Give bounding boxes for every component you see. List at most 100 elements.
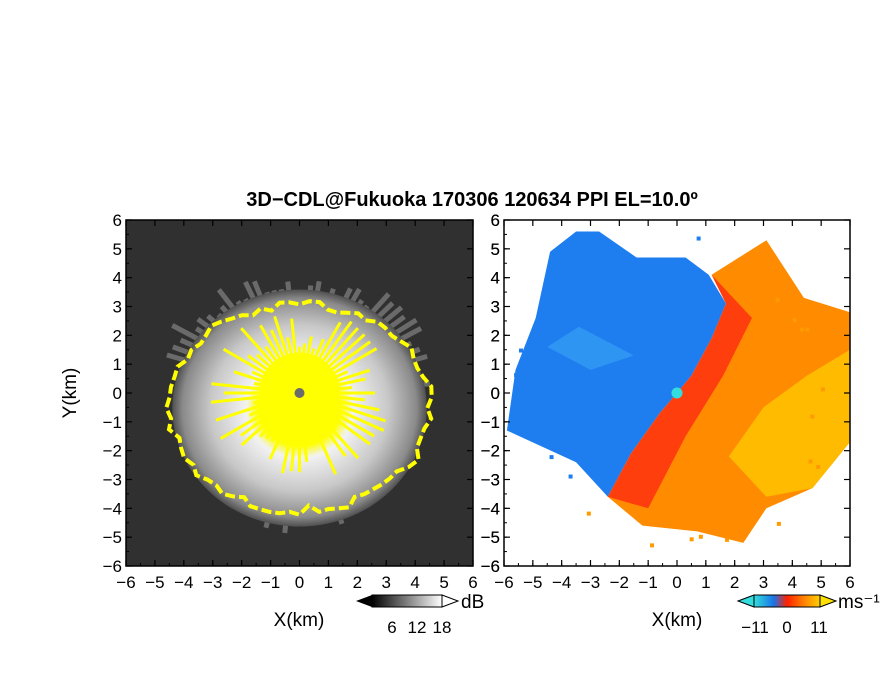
velocity-speckle (776, 521, 781, 526)
y-tick-label: 0 (491, 384, 500, 403)
y-tick-label: 0 (113, 384, 122, 403)
right-colorbar-tick: 11 (810, 618, 828, 637)
y-tick-label: −1 (103, 413, 122, 432)
velocity-speckle (541, 321, 546, 326)
y-tick-label: −1 (481, 413, 500, 432)
y-tick-label: 1 (491, 355, 500, 374)
y-tick-label: 3 (491, 298, 500, 317)
y-tick-label: −4 (103, 499, 122, 518)
x-tick-label: −3 (581, 573, 600, 592)
y-tick-label: 0 (491, 384, 500, 403)
velocity-speckle (625, 273, 630, 278)
y-tick-label: 2 (491, 326, 500, 345)
x-tick-label: −3 (203, 573, 222, 592)
right-axis-ticks: −6 −5 −4 −3 −2 −1 0 1 2 3 4 5 6−6−6−5−5−4−4−3−3−2−2−… (481, 211, 855, 592)
left-y-axis-label: Y(km) (60, 368, 81, 419)
y-tick-label: 5 (113, 240, 122, 259)
velocity-speckle (810, 414, 815, 419)
left-colorbar-unit: dB (461, 592, 484, 613)
reflectivity-field (164, 280, 434, 534)
echo-edge (164, 299, 434, 517)
velocity-speckle (527, 388, 532, 393)
right-colorbar-unit: ms⁻¹ (838, 592, 880, 613)
velocity-speckle (518, 348, 523, 353)
y-tick-label: 3 (113, 298, 122, 317)
chart-title: 3D−CDL@Fukuoka 170306 120634 PPI EL=10.0… (246, 189, 698, 211)
left-x-axis-label: X(km) (274, 610, 325, 631)
left-colorbar-tick: 6 (387, 618, 396, 637)
x-tick-label: 2 (353, 573, 362, 592)
y-tick-label: 6 (491, 211, 500, 230)
left-colorbar-tick: 18 (433, 618, 452, 637)
velocity-speckle (698, 534, 703, 539)
velocity-speckle (549, 455, 554, 460)
y-tick-label: 1 (113, 355, 122, 374)
y-tick-label: −5 (481, 528, 500, 547)
light-approaching-region (547, 326, 634, 370)
right-colorbar-tick: −11 (741, 618, 769, 637)
velocity-speckle (816, 464, 821, 469)
velocity-speckle (568, 474, 573, 479)
x-tick-label: −5 (145, 573, 164, 592)
x-tick-label: −5 (523, 573, 542, 592)
x-tick-label: 5 (816, 573, 825, 592)
right-colorbar-tick: 0 (782, 618, 791, 637)
x-tick-label: −2 (610, 573, 629, 592)
x-tick-label: −1 (261, 573, 280, 592)
left-plot-area (126, 220, 473, 566)
x-tick-label: −1 (638, 573, 657, 592)
y-tick-label: 4 (491, 269, 500, 288)
x-tick-label: −6 (494, 573, 513, 592)
x-tick-label: 6 (845, 573, 854, 592)
approaching-velocity-region (506, 231, 726, 497)
velocity-speckle (799, 327, 804, 332)
y-tick-label: 5 (491, 240, 500, 259)
y-tick-label: 3 (491, 298, 500, 317)
y-tick-label: 6 (491, 211, 500, 230)
x-tick-label: 0 (295, 573, 304, 592)
velocity-speckle (792, 318, 797, 323)
velocity-speckle (696, 236, 701, 241)
right-colorbar-bar (753, 594, 821, 608)
velocity-speckle (805, 327, 810, 332)
x-tick-label: 6 (468, 573, 477, 592)
high-receding-region (728, 349, 850, 497)
y-tick-label: −6 (481, 557, 500, 576)
y-tick-label: −1 (481, 413, 500, 432)
x-tick-label: −4 (552, 573, 571, 592)
x-tick-label: 2 (730, 573, 739, 592)
x-tick-label: −4 (174, 573, 193, 592)
left-colorbar-bar (371, 594, 443, 608)
y-tick-label: 2 (113, 326, 122, 345)
velocity-speckle (650, 543, 655, 548)
velocity-field (506, 231, 850, 548)
y-tick-label: −4 (481, 499, 500, 518)
left-colorbar-tick: 12 (408, 618, 427, 637)
x-tick-label: 1 (324, 573, 333, 592)
velocity-speckle (725, 537, 730, 542)
velocity-speckle (514, 373, 519, 378)
y-tick-label: −6 (481, 557, 500, 576)
y-tick-label: −3 (481, 471, 500, 490)
y-tick-label: 4 (113, 269, 122, 288)
radar-site-marker (671, 387, 683, 399)
x-tick-label: 5 (439, 573, 448, 592)
y-tick-label: −2 (481, 442, 500, 461)
y-tick-label: −3 (103, 471, 122, 490)
velocity-speckle (820, 387, 825, 392)
right-x-axis-label: X(km) (652, 610, 703, 631)
y-tick-label: −4 (481, 499, 500, 518)
x-tick-label: 3 (759, 573, 768, 592)
right-colorbar-low-arrow (736, 594, 755, 608)
velocity-speckle (554, 311, 559, 316)
radar-site-marker (294, 388, 305, 398)
velocity-speckle (808, 459, 813, 464)
y-tick-label: 2 (491, 326, 500, 345)
y-tick-label: −5 (103, 528, 122, 547)
x-tick-label: −6 (116, 573, 135, 592)
right-colorbar: ms⁻¹ −11 0 11 (736, 592, 880, 637)
y-tick-label: 4 (491, 269, 500, 288)
y-tick-label: 6 (113, 211, 122, 230)
